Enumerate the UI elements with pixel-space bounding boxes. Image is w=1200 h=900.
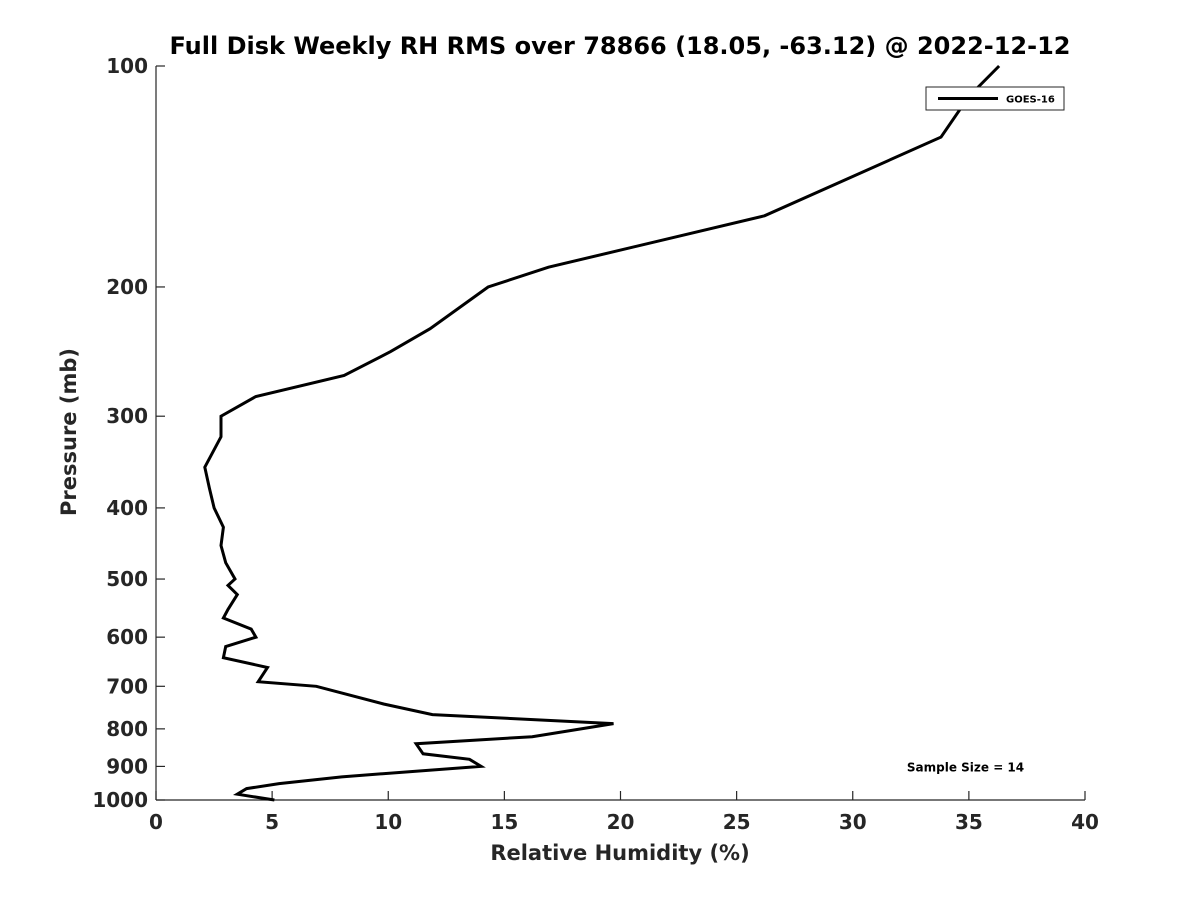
- y-axis-label: Pressure (mb): [57, 348, 81, 516]
- x-tick-label: 5: [265, 810, 279, 834]
- legend-label-0: GOES-16: [1006, 95, 1055, 106]
- x-tick-label: 30: [839, 810, 867, 834]
- x-tick-label: 40: [1071, 810, 1099, 834]
- x-axis-label: Relative Humidity (%): [490, 841, 749, 865]
- series-layer: [203, 64, 1001, 802]
- y-tick-label: 500: [106, 567, 148, 591]
- axes: 0 5 10 15 20 25 30 35 40 100 200 300 400 500 600 700 800…: [92, 54, 1099, 834]
- x-tick-label: 20: [607, 810, 635, 834]
- y-tick-label: 200: [106, 275, 148, 299]
- annotations: Sample Size = 14: [907, 760, 1024, 774]
- x-tick-label: 15: [490, 810, 518, 834]
- chart-title: Full Disk Weekly RH RMS over 78866 (18.0…: [169, 32, 1070, 60]
- y-tick-label: 800: [106, 717, 148, 741]
- x-tick-label: 35: [955, 810, 983, 834]
- legend: GOES-16: [925, 86, 1065, 111]
- y-tick-label: 1000: [92, 788, 148, 812]
- y-tick-label: 900: [106, 754, 148, 778]
- x-tick-label: 25: [723, 810, 751, 834]
- y-tick-label: 300: [106, 404, 148, 428]
- x-tick-label: 10: [374, 810, 402, 834]
- x-tick-label: 0: [149, 810, 163, 834]
- annotation-0: Sample Size = 14: [907, 760, 1024, 774]
- y-tick-label: 700: [106, 674, 148, 698]
- y-tick-label: 100: [106, 54, 148, 78]
- y-tick-label: 600: [106, 625, 148, 649]
- series-line-0: [203, 64, 1001, 802]
- y-tick-label: 400: [106, 496, 148, 520]
